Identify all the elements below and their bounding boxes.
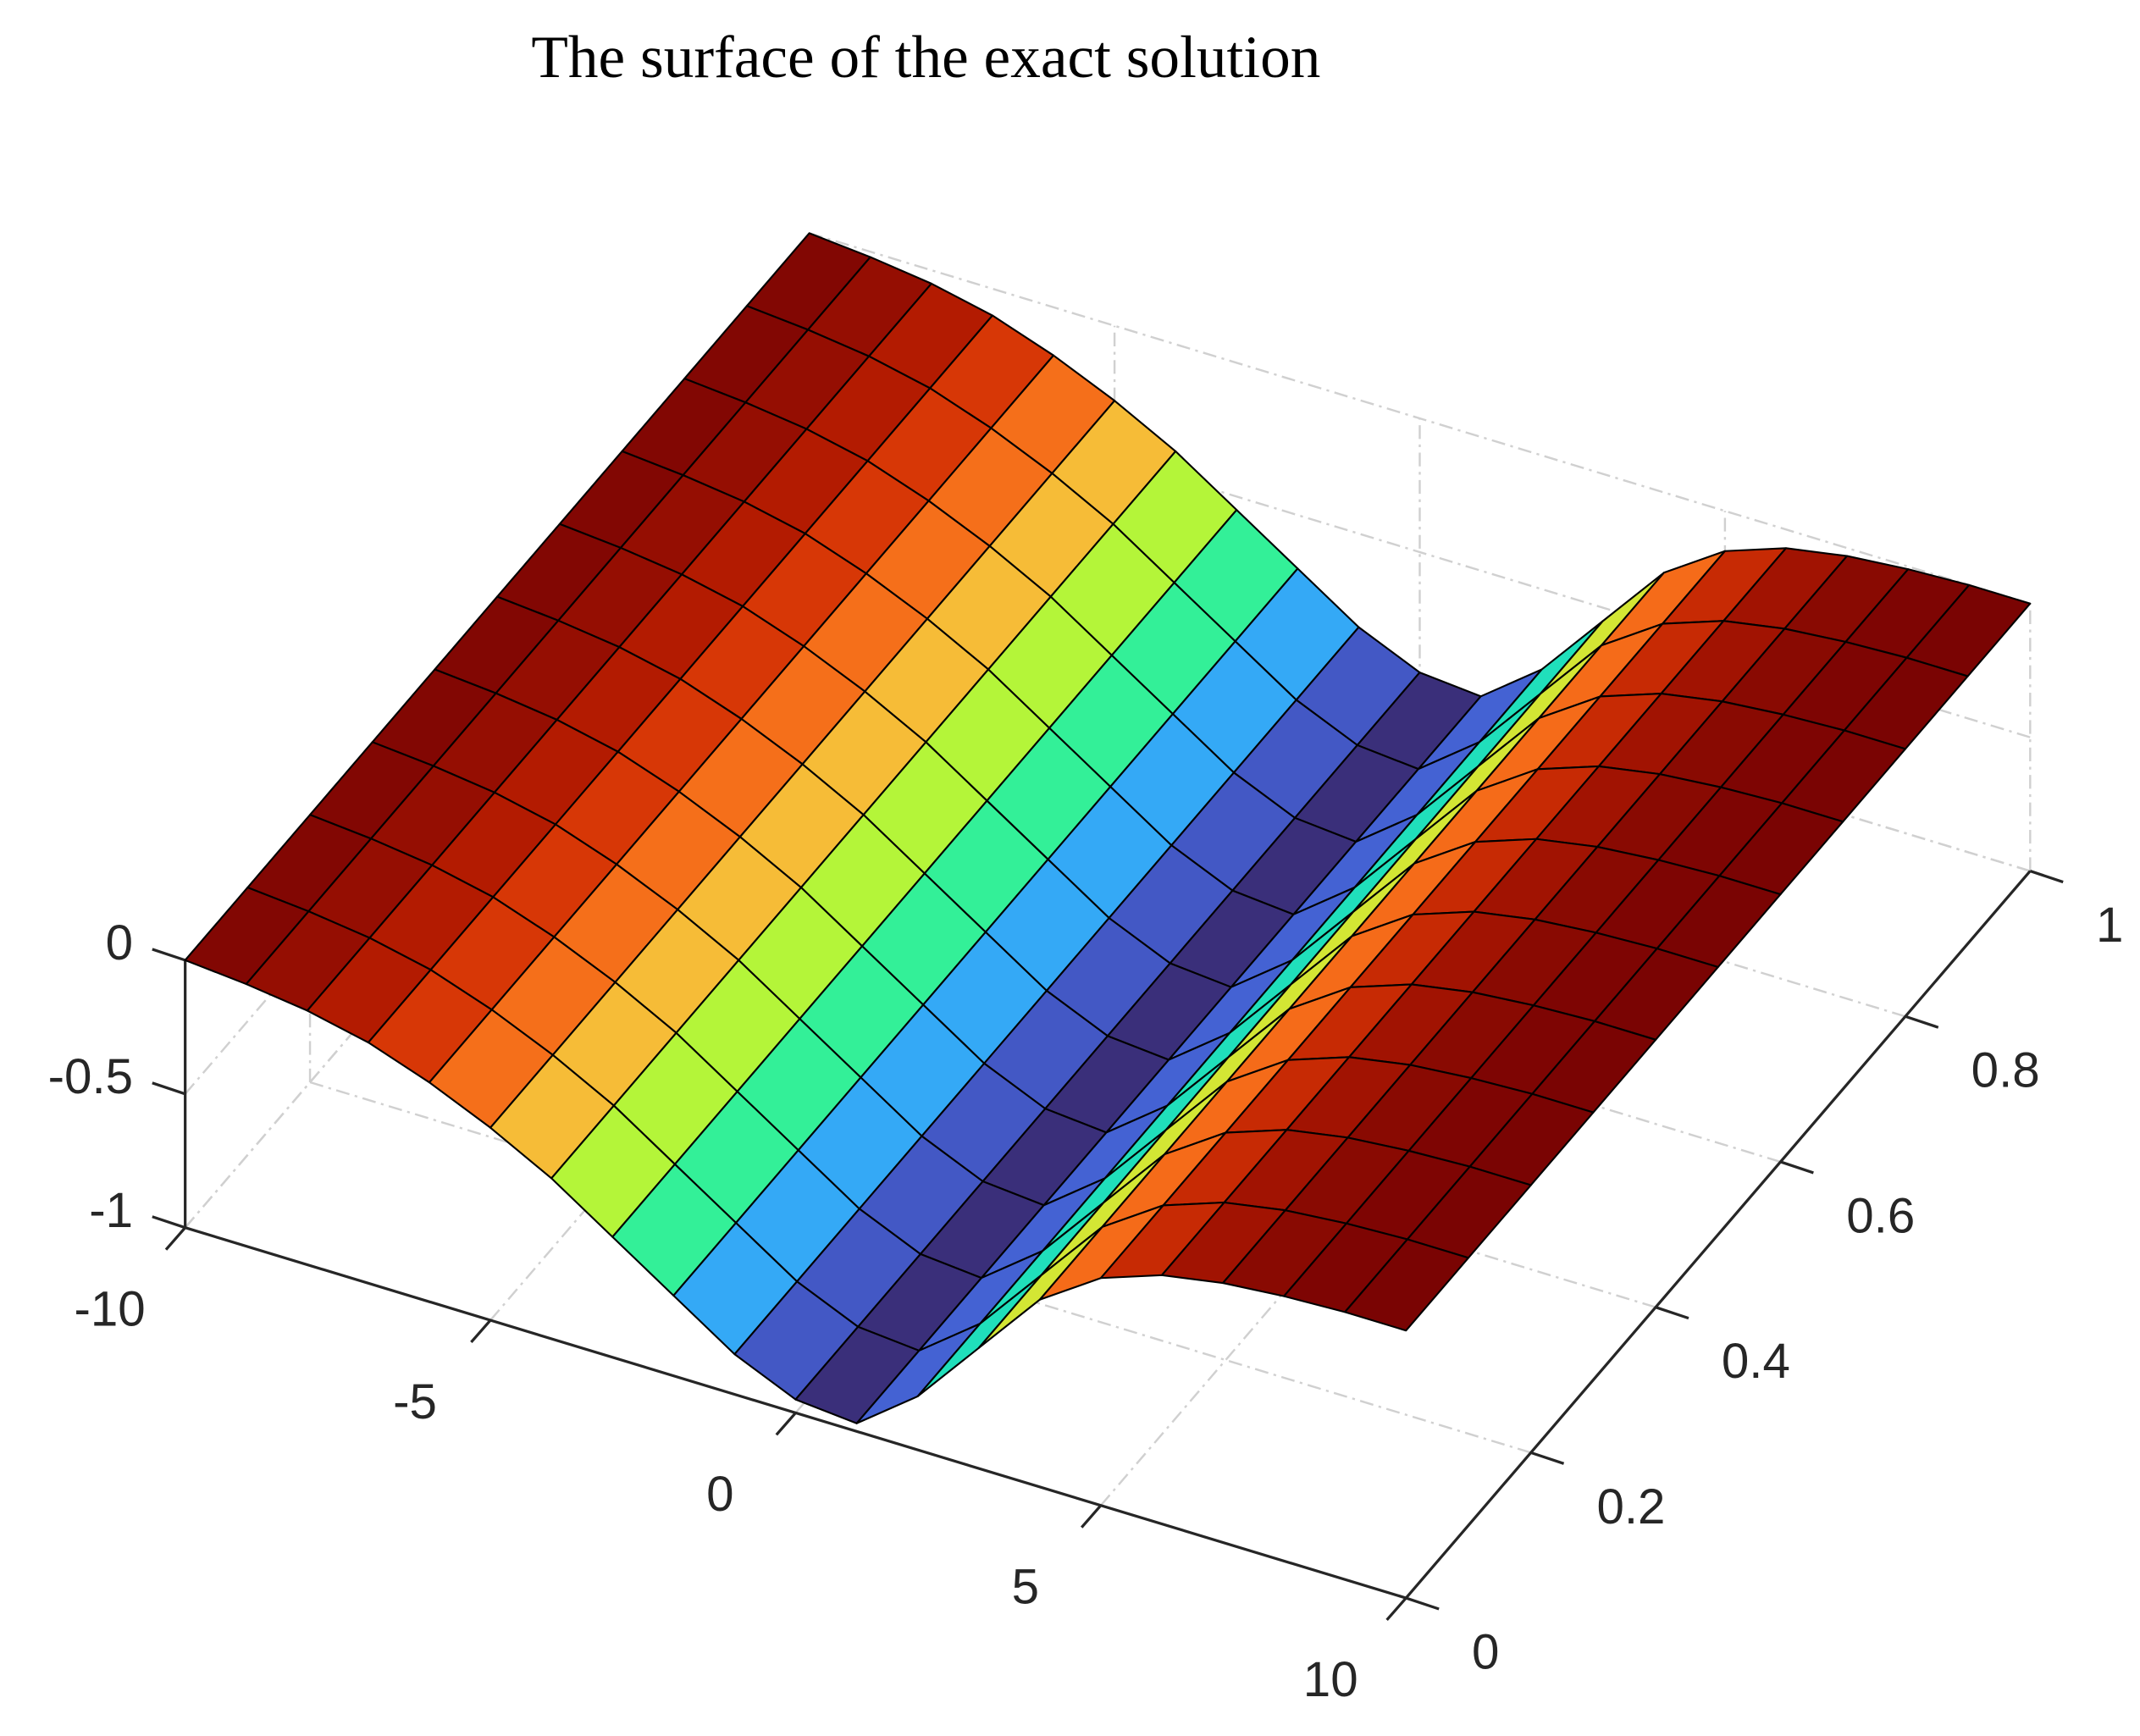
- x-tick: [775, 1412, 797, 1436]
- x-tick: [1080, 1504, 1103, 1529]
- y-tick-label: 0.8: [1971, 1043, 2040, 1098]
- grid-line: [809, 232, 2031, 605]
- x-tick-label: 0: [706, 1467, 733, 1522]
- x-tick: [470, 1319, 492, 1344]
- plot-area: The surface of the exact solution -10-50…: [48, 24, 2124, 1707]
- y-tick: [2029, 870, 2064, 884]
- z-tick: [152, 948, 186, 962]
- z-tick-label: -0.5: [48, 1049, 133, 1104]
- z-tick-label: -1: [89, 1183, 133, 1238]
- x-tick-label: 5: [1012, 1560, 1039, 1615]
- y-tick-label: 1: [2096, 898, 2123, 953]
- y-tick: [1655, 1306, 1689, 1320]
- x-tick: [1385, 1597, 1407, 1622]
- y-tick: [1779, 1160, 1814, 1175]
- z-tick-label: 0: [106, 915, 133, 970]
- surface-patch: [1344, 1238, 1470, 1332]
- y-tick-label: 0.2: [1596, 1479, 1665, 1534]
- y-axis: [1405, 870, 2032, 1600]
- y-tick-label: 0: [1472, 1625, 1499, 1680]
- z-tick: [152, 1215, 186, 1230]
- chart-title: The surface of the exact solution: [531, 24, 1320, 91]
- x-tick-label: -5: [393, 1374, 437, 1429]
- z-tick: [152, 1081, 186, 1096]
- y-tick: [1905, 1015, 1939, 1029]
- y-tick-label: 0.4: [1722, 1334, 1790, 1389]
- y-tick-label: 0.6: [1846, 1188, 1915, 1243]
- x-tick-label: -10: [74, 1282, 145, 1337]
- y-tick: [1405, 1596, 1440, 1611]
- y-tick: [1530, 1451, 1565, 1465]
- x-tick-label: 10: [1303, 1652, 1358, 1707]
- x-tick: [164, 1226, 186, 1251]
